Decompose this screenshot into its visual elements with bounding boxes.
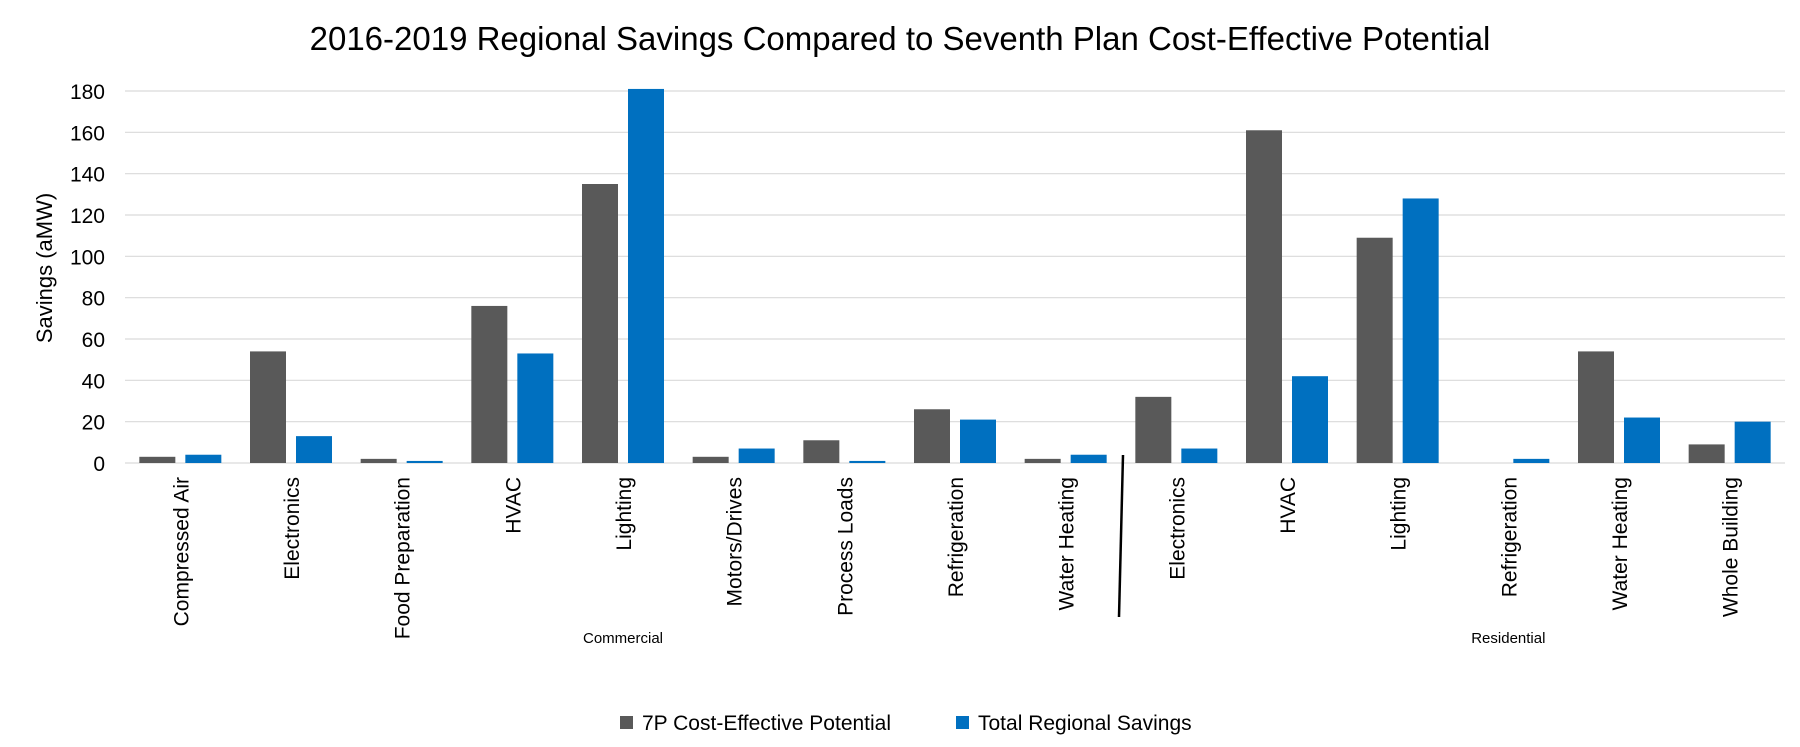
bar-savings xyxy=(517,353,554,463)
bar-savings xyxy=(738,448,775,463)
x-tick-label: Water Heating xyxy=(1609,477,1632,610)
x-tick-label: Lighting xyxy=(613,477,636,551)
bar-savings xyxy=(296,436,332,463)
y-tick-label: 20 xyxy=(82,412,105,435)
y-tick-label: 80 xyxy=(82,288,105,311)
bar-potential xyxy=(1688,444,1725,463)
legend-label: Total Regional Savings xyxy=(978,712,1192,735)
bar-potential xyxy=(1246,130,1282,463)
group-label: Commercial xyxy=(583,630,663,647)
bar-savings xyxy=(406,460,443,463)
bar-potential xyxy=(582,184,618,463)
x-tick-label-text: Electronics xyxy=(1166,477,1189,580)
x-tick-label: Electronics xyxy=(281,477,304,580)
chart-title: 2016-2019 Regional Savings Compared to S… xyxy=(310,20,1491,57)
y-tick-label: 180 xyxy=(70,81,105,104)
legend-swatch xyxy=(620,716,633,729)
bar-savings xyxy=(960,419,996,463)
bar-savings xyxy=(849,460,886,463)
y-tick-label: 120 xyxy=(70,205,105,228)
bar-potential xyxy=(803,440,840,463)
x-tick-label-text: Lighting xyxy=(1388,477,1411,551)
bar-potential xyxy=(1356,237,1393,463)
x-tick-label-text: Whole Building xyxy=(1720,477,1743,617)
legend: 7P Cost-Effective Potential Total Regiona… xyxy=(620,712,1192,735)
group-divider xyxy=(1117,454,1125,618)
x-tick-label: Process Loads xyxy=(834,477,857,616)
x-tick-label-text: Process Loads xyxy=(834,477,857,616)
x-tick-label-text: HVAC xyxy=(502,477,525,534)
y-tick-label: 40 xyxy=(82,370,105,393)
x-tick-label-text: Water Heating xyxy=(1056,477,1079,610)
bar-potential xyxy=(250,351,286,463)
bar-potential xyxy=(471,305,508,463)
x-tick-label: Refrigeration xyxy=(1498,477,1521,597)
x-tick-label: Motors/Drives xyxy=(724,477,747,607)
x-tick-labels: Compressed Air Electronics Food Preparatio… xyxy=(170,477,1742,639)
x-tick-label: Whole Building xyxy=(1720,477,1743,617)
x-tick-label: Food Preparation xyxy=(392,477,415,639)
bar-savings xyxy=(1070,454,1107,463)
bar-potential xyxy=(139,456,176,463)
bar-potential xyxy=(1135,396,1172,463)
legend-swatch xyxy=(956,716,969,729)
x-tick-label: HVAC xyxy=(502,477,525,534)
x-tick-label-text: HVAC xyxy=(1277,477,1300,534)
x-tick-label: Lighting xyxy=(1388,477,1411,551)
y-tick-label: 60 xyxy=(82,329,105,352)
bar-potential xyxy=(360,458,397,463)
x-tick-label: Refrigeration xyxy=(945,477,968,597)
x-tick-label: Water Heating xyxy=(1056,477,1079,610)
x-tick-label-text: Refrigeration xyxy=(1498,477,1521,597)
y-tick-label: 160 xyxy=(70,122,105,145)
bar-savings xyxy=(1734,421,1771,463)
x-tick-label-text: Electronics xyxy=(281,477,304,580)
x-tick-label: Electronics xyxy=(1166,477,1189,580)
bar-potential xyxy=(1578,351,1614,463)
x-tick-label-text: Compressed Air xyxy=(170,477,193,626)
bar-savings xyxy=(1513,458,1550,463)
bar-potential xyxy=(914,409,950,463)
bar-savings xyxy=(1624,417,1660,463)
x-tick-label-text: Water Heating xyxy=(1609,477,1632,610)
x-tick-label: HVAC xyxy=(1277,477,1300,534)
group-label: Residential xyxy=(1471,630,1545,647)
x-tick-label-text: Food Preparation xyxy=(392,477,415,639)
x-tick-label-text: Refrigeration xyxy=(945,477,968,597)
gridlines xyxy=(125,90,1785,464)
bar-savings xyxy=(1292,376,1328,463)
y-tick-labels: 0 20 40 60 80 100 120 140 160 180 xyxy=(70,81,105,476)
bars xyxy=(139,88,1771,463)
y-tick-label: 140 xyxy=(70,164,105,187)
bar-savings xyxy=(1181,448,1218,463)
legend-label: 7P Cost-Effective Potential xyxy=(642,712,891,735)
bar-savings xyxy=(628,88,664,463)
bar-savings xyxy=(185,454,222,463)
x-tick-label-text: Lighting xyxy=(613,477,636,551)
bar-potential xyxy=(1024,458,1061,463)
x-tick-label: Compressed Air xyxy=(170,477,193,626)
x-tick-label-text: Motors/Drives xyxy=(724,477,747,607)
bar-savings xyxy=(1402,198,1439,463)
y-axis-label: Savings (aMW) xyxy=(32,193,57,343)
category-groups: Commercial Residential xyxy=(583,454,1545,647)
y-tick-label: 100 xyxy=(70,246,105,269)
bar-potential xyxy=(692,456,729,463)
y-tick-label: 0 xyxy=(93,453,105,476)
